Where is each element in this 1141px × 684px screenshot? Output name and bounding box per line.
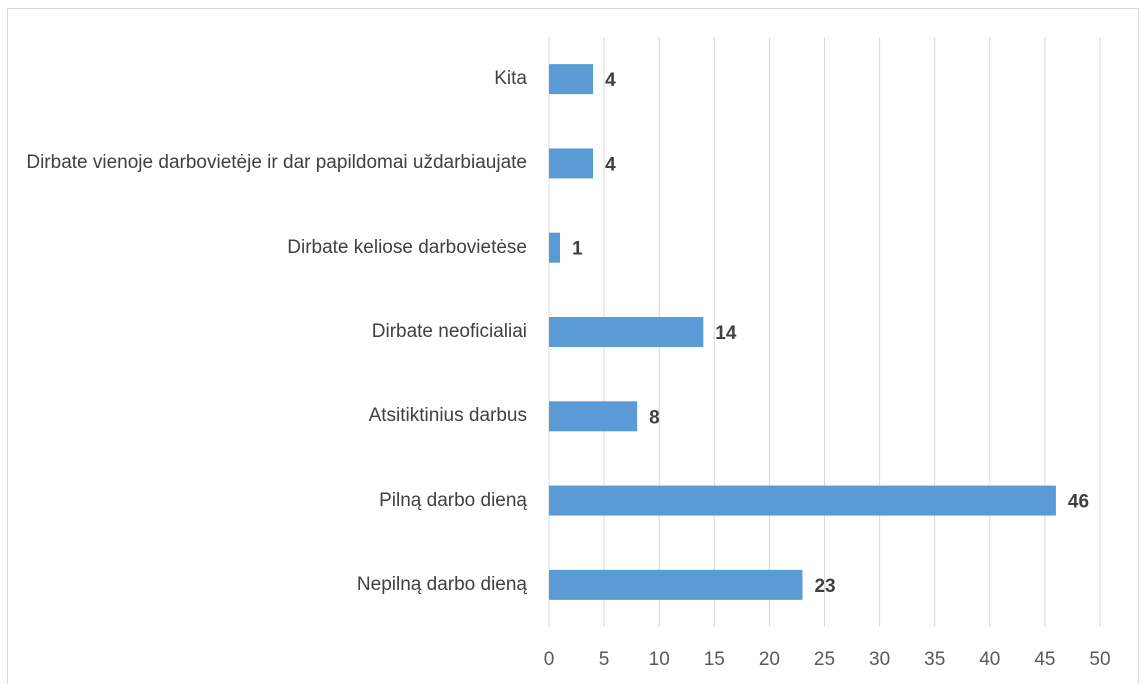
x-tick-label: 10 (649, 649, 670, 670)
data-label: 46 (1068, 492, 1089, 513)
data-label: 14 (715, 323, 737, 344)
y-tick-label: Dirbate vienoje darbovietėje ir dar papi… (26, 152, 527, 174)
bar (549, 232, 561, 263)
chart-frame (7, 8, 1139, 684)
y-tick-label: Nepilną darbo dieną (356, 573, 527, 595)
bar (549, 148, 594, 179)
y-tick-label: Atsitiktinius darbus (368, 405, 527, 427)
y-tick-label: Kita (494, 68, 527, 90)
data-label: 8 (649, 407, 660, 428)
bar (549, 64, 594, 95)
x-tick-label: 0 (544, 649, 555, 670)
data-label: 4 (605, 154, 616, 175)
x-tick-label: 5 (599, 649, 610, 670)
bar (549, 485, 1056, 516)
bar (549, 569, 803, 600)
x-tick-label: 40 (979, 649, 1000, 670)
data-label: 1 (572, 239, 583, 260)
data-label: 23 (814, 576, 835, 597)
x-tick-label: 45 (1034, 649, 1055, 670)
y-tick-label: Pilną darbo dieną (379, 489, 527, 511)
x-tick-label: 30 (869, 649, 890, 670)
x-tick-label: 15 (704, 649, 725, 670)
x-tick-label: 35 (924, 649, 945, 670)
y-tick-label: Dirbate keliose darbovietėse (287, 236, 527, 258)
x-tick-label: 50 (1089, 649, 1110, 670)
data-label: 4 (605, 70, 616, 91)
bar (549, 317, 704, 347)
y-tick-label: Dirbate neoficialiai (371, 321, 527, 342)
x-tick-label: 20 (759, 649, 780, 670)
x-tick-label: 25 (814, 649, 835, 670)
bar (549, 401, 638, 432)
